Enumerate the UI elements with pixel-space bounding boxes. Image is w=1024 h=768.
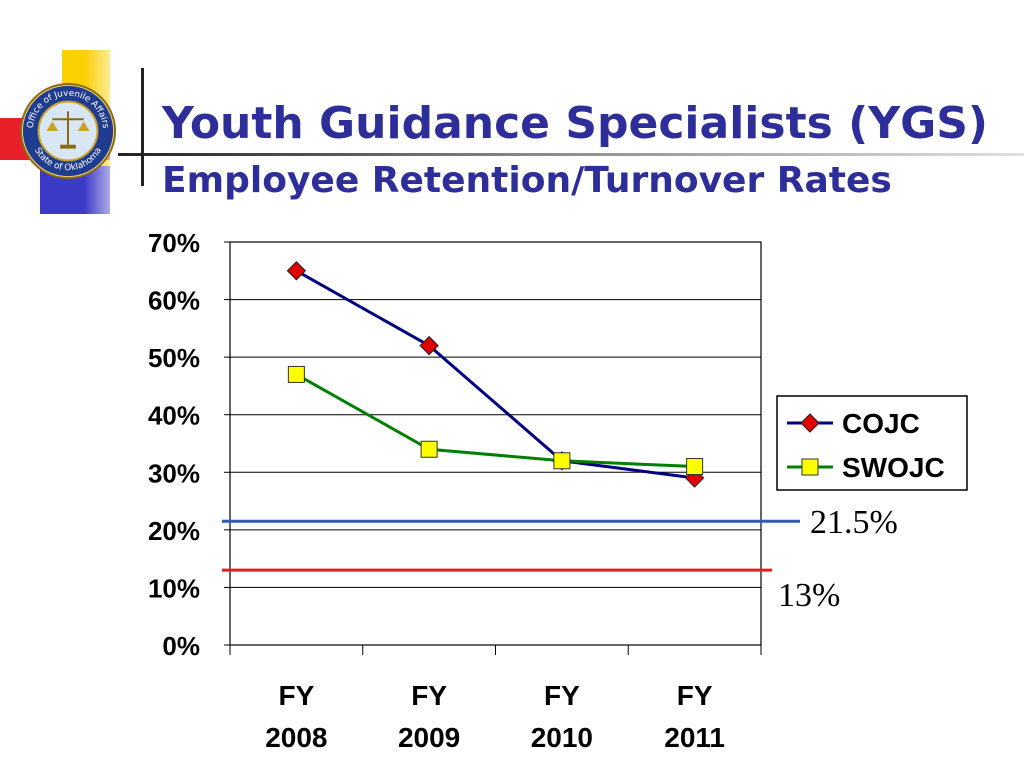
- legend-label: COJC: [842, 408, 920, 439]
- seal-logo: Office of Juvenile Affairs State of Okla…: [19, 82, 117, 180]
- data-point-swojc: [553, 452, 571, 470]
- page-subtitle: Employee Retention/Turnover Rates: [162, 160, 892, 201]
- legend-label: SWOJC: [842, 452, 945, 483]
- legend-marker: [801, 458, 819, 476]
- y-tick-label: 10%: [148, 573, 200, 603]
- y-tick-label: 70%: [148, 228, 200, 258]
- series-line-cojc: [295, 269, 695, 480]
- page-title: Youth Guidance Specialists (YGS): [162, 98, 988, 149]
- plot-frame: [229, 241, 762, 646]
- y-tick-label: 30%: [148, 458, 200, 488]
- y-tick-label: 50%: [148, 343, 200, 373]
- data-point-swojc: [686, 458, 704, 476]
- data-point-cojc: [286, 261, 307, 281]
- data-point-swojc: [287, 365, 305, 383]
- x-tick-label: FY 2010: [531, 680, 593, 753]
- scales-icon: [46, 111, 90, 149]
- x-tick-label: FY 2009: [398, 680, 460, 753]
- header-rule-horizontal: [118, 153, 1024, 156]
- legend-marker: [800, 413, 820, 433]
- header-rule-vertical: [141, 68, 144, 186]
- y-tick-label: 0%: [162, 631, 200, 661]
- data-point-swojc: [420, 440, 438, 458]
- x-tick-label: FY 2011: [664, 680, 725, 753]
- x-tick-label: FY 2008: [265, 680, 327, 753]
- y-tick-label: 40%: [148, 401, 200, 431]
- y-tick-label: 20%: [148, 516, 200, 546]
- series-line-swojc: [295, 373, 695, 469]
- y-tick-label: 60%: [148, 286, 200, 316]
- data-point-cojc: [419, 335, 439, 356]
- reference-label-blue: 21.5%: [810, 504, 898, 541]
- reference-label-red: 13%: [778, 577, 840, 614]
